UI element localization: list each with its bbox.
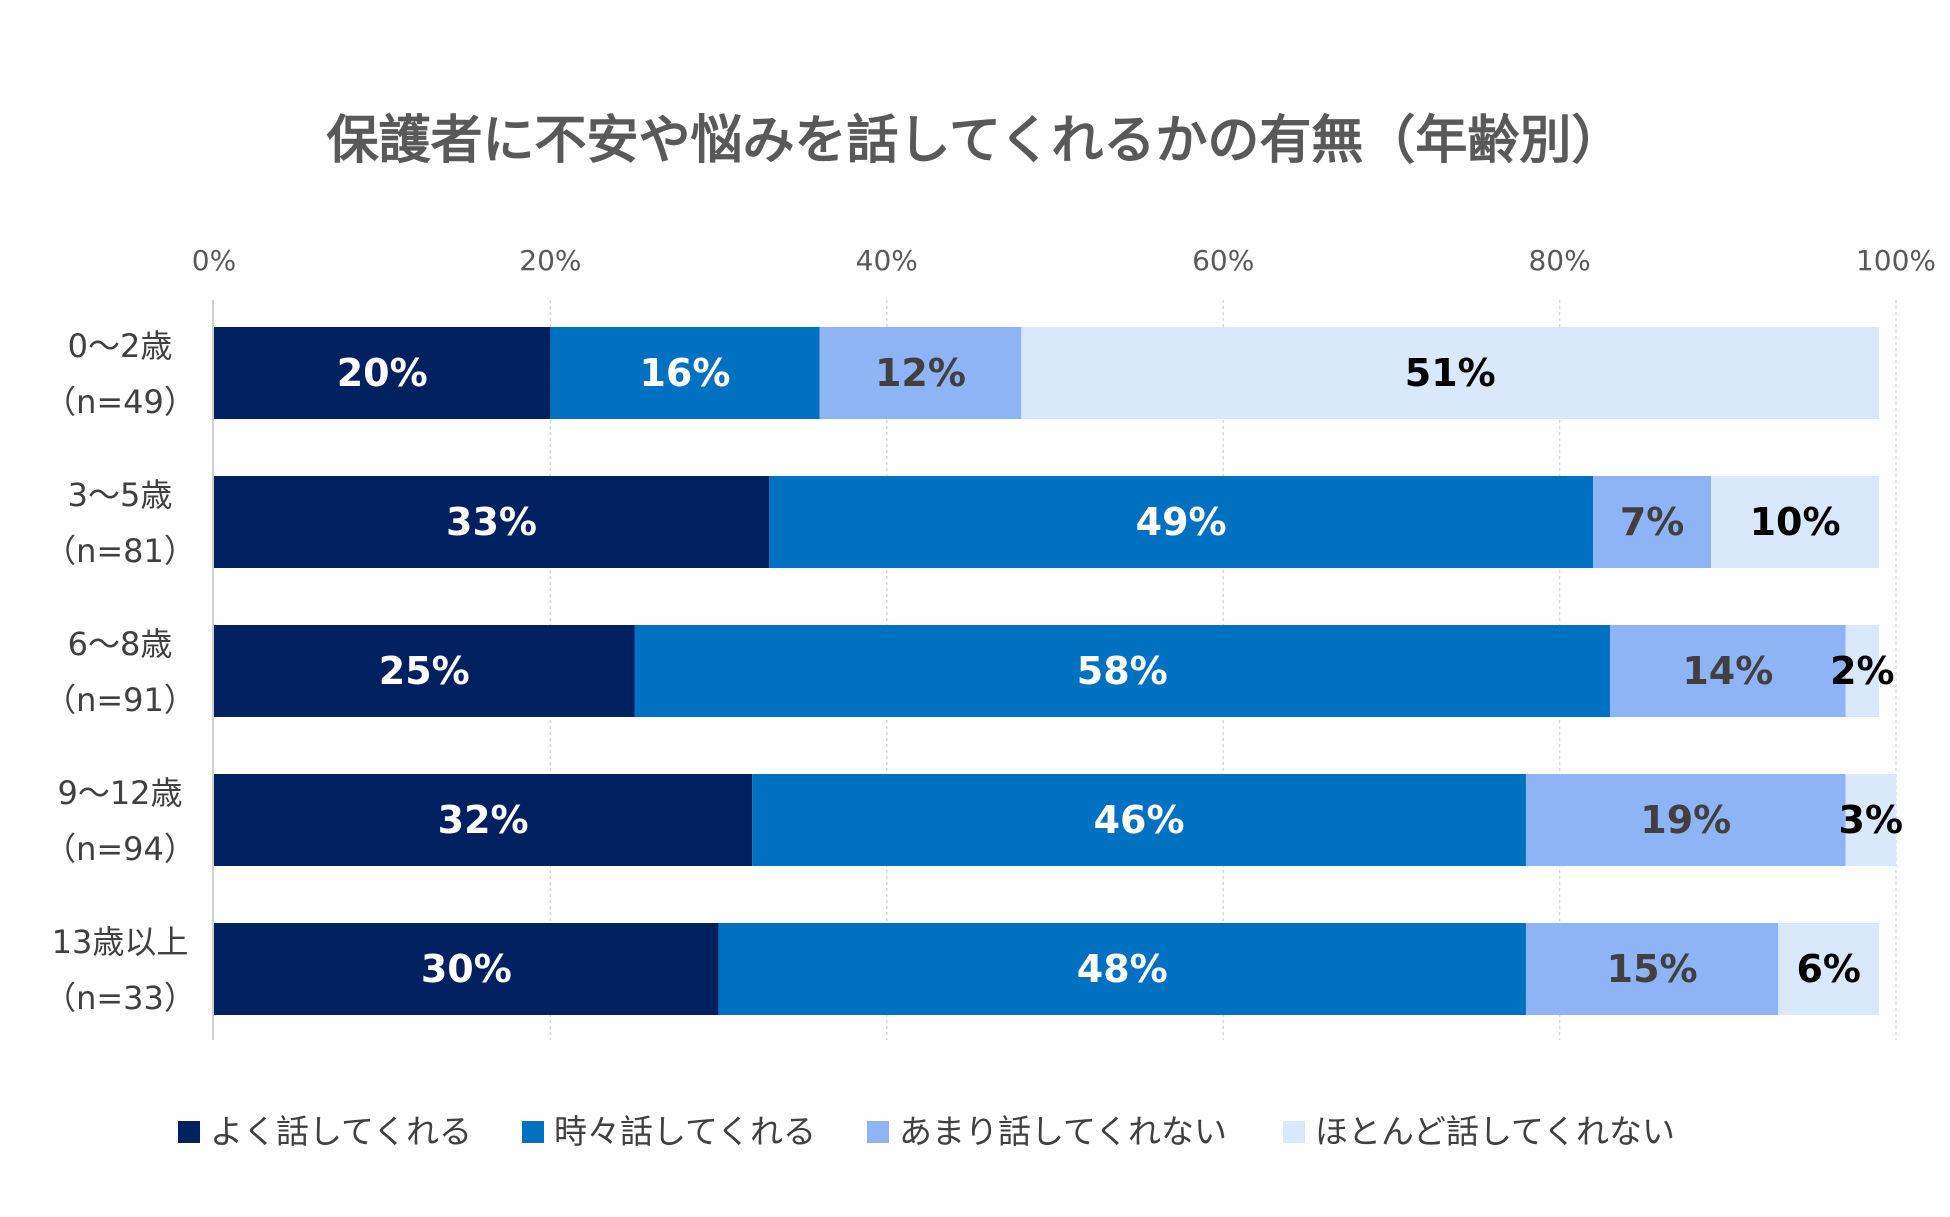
data-label: 6%	[1796, 947, 1861, 991]
data-label: 3%	[1839, 798, 1904, 842]
category-label: 3〜5歳	[68, 476, 173, 514]
bar-segment	[1845, 774, 1896, 866]
data-label: 2%	[1830, 649, 1895, 693]
data-label: 12%	[875, 351, 966, 395]
x-tick-label: 100%	[1856, 244, 1936, 277]
data-label: 19%	[1640, 798, 1731, 842]
x-tick-label: 80%	[1528, 244, 1590, 277]
bar-segment	[718, 923, 1526, 1015]
category-sample-size: （n=91）	[44, 681, 196, 719]
bar-segment	[214, 476, 770, 568]
legend-swatch	[178, 1121, 200, 1143]
bar-segment	[1610, 625, 1846, 717]
x-tick-label: 20%	[519, 244, 581, 277]
data-label: 7%	[1620, 500, 1685, 544]
category-sample-size: （n=81）	[44, 532, 196, 570]
category-sample-size: （n=49）	[44, 383, 196, 421]
data-label: 30%	[421, 947, 512, 991]
data-label: 49%	[1136, 500, 1227, 544]
bar-segment	[214, 923, 719, 1015]
data-label: 48%	[1077, 947, 1168, 991]
bar-segment	[1593, 476, 1711, 568]
data-label: 58%	[1077, 649, 1168, 693]
category-label: 6〜8歳	[68, 625, 173, 663]
legend: よく話してくれる 時々話してくれる あまり話してくれない ほとんど話してくれない	[178, 1112, 1675, 1151]
category-sample-size: （n=94）	[44, 830, 196, 868]
data-label: 10%	[1750, 500, 1841, 544]
x-axis-ticks: 0% 20% 40% 60% 80% 100%	[192, 244, 1936, 277]
data-label: 16%	[639, 351, 730, 395]
data-label: 15%	[1607, 947, 1698, 991]
category-label: 13歳以上	[52, 923, 189, 961]
category-sample-size: （n=33）	[44, 979, 196, 1017]
legend-swatch	[1283, 1121, 1305, 1143]
data-label: 51%	[1405, 351, 1496, 395]
legend-label: あまり話してくれない	[899, 1112, 1227, 1151]
bar-segment	[1525, 774, 1846, 866]
bar-segment	[752, 774, 1526, 866]
bar-segment	[769, 476, 1594, 568]
x-tick-label: 60%	[1192, 244, 1254, 277]
category-label: 0〜2歳	[68, 327, 173, 365]
data-label: 25%	[379, 649, 470, 693]
category-labels: 0〜2歳 （n=49） 3〜5歳 （n=81） 6〜8歳 （n=91） 9〜12歳 （n=94…	[44, 327, 196, 1017]
bar-segment	[214, 327, 551, 419]
bar-segment	[1021, 327, 1880, 419]
bar-segment	[1845, 625, 1880, 717]
data-label: 20%	[337, 351, 428, 395]
data-label: 32%	[438, 798, 529, 842]
bar-segment	[214, 625, 635, 717]
data-label: 33%	[446, 500, 537, 544]
x-tick-label: 0%	[192, 244, 236, 277]
data-label: 14%	[1682, 649, 1773, 693]
bar-segment	[214, 774, 753, 866]
x-tick-label: 40%	[856, 244, 918, 277]
bar-segment	[550, 327, 820, 419]
legend-label: ほとんど話してくれない	[1315, 1112, 1675, 1151]
bar-segment	[634, 625, 1611, 717]
legend-swatch	[867, 1121, 889, 1143]
legend-label: よく話してくれる	[210, 1112, 472, 1151]
bars: 20% 16% 12% 51% 33% 49% 7% 10% 25% 58% 14% 2% 32% 46%…	[214, 327, 1903, 1015]
category-label: 9〜12歳	[57, 774, 182, 812]
legend-swatch	[522, 1121, 544, 1143]
data-label: 46%	[1094, 798, 1185, 842]
chart-title: 保護者に不安や悩みを話してくれるかの有無（年齢別）	[327, 111, 1624, 171]
bar-segment	[1710, 476, 1880, 568]
legend-label: 時々話してくれる	[554, 1112, 816, 1151]
bar-segment	[1778, 923, 1880, 1015]
bar-segment	[1525, 923, 1779, 1015]
bar-segment	[819, 327, 1022, 419]
